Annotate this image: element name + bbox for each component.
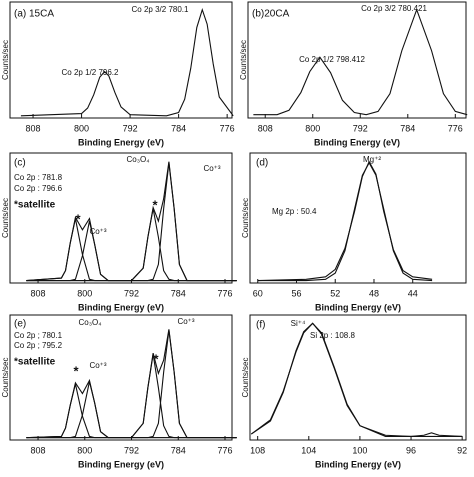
panel-label: (e) bbox=[14, 319, 26, 330]
x-axis-label: Binding Energy (eV) bbox=[315, 302, 401, 312]
spectrum-line bbox=[26, 381, 237, 439]
panel-label: (d) bbox=[256, 158, 268, 169]
plot-frame bbox=[249, 152, 467, 284]
x-tick-label: 784 bbox=[171, 288, 186, 298]
x-tick-label: 44 bbox=[408, 288, 418, 298]
spectrum-line bbox=[26, 208, 237, 282]
spectrum-line bbox=[257, 160, 433, 282]
annotation: Co⁺³ bbox=[203, 164, 220, 173]
x-axis-label: Binding Energy (eV) bbox=[78, 137, 164, 147]
x-tick-label: 60 bbox=[253, 288, 263, 298]
panel-label: (a) 15CA bbox=[14, 9, 54, 20]
annotation: Co 2p 3/2 780.1 bbox=[132, 5, 189, 14]
x-tick-label: 800 bbox=[77, 288, 92, 298]
spectrum-line bbox=[20, 7, 234, 117]
annotation: Co⁺³ bbox=[89, 227, 106, 236]
y-axis-label: Counts/sec bbox=[1, 198, 10, 238]
annotation: Co 2p ; 795.2 bbox=[14, 341, 63, 350]
x-tick-label: 792 bbox=[124, 445, 139, 455]
spectrum-line bbox=[253, 8, 468, 116]
annotation: Co₃O₄ bbox=[79, 318, 102, 327]
annotation: Mg 2p : 50.4 bbox=[272, 207, 317, 216]
spectrum-line bbox=[26, 354, 237, 439]
x-tick-label: 92 bbox=[457, 445, 467, 455]
annotation: Co₃O₄ bbox=[127, 155, 150, 164]
annotation: Co 2p ; 780.1 bbox=[14, 331, 63, 340]
x-axis-label: Binding Energy (eV) bbox=[78, 459, 164, 469]
annotation: * bbox=[75, 211, 81, 226]
annotation: Si⁺⁴ bbox=[291, 319, 306, 328]
x-tick-label: 104 bbox=[301, 445, 316, 455]
x-axis-label: Binding Energy (eV) bbox=[314, 137, 400, 147]
spectrum-line bbox=[250, 322, 463, 437]
y-axis-label: Counts/sec bbox=[241, 357, 250, 397]
annotation: * bbox=[152, 197, 158, 212]
x-tick-label: 52 bbox=[330, 288, 340, 298]
plot-frame bbox=[9, 314, 233, 441]
x-axis-label: Binding Energy (eV) bbox=[315, 459, 401, 469]
x-tick-label: 784 bbox=[400, 123, 415, 133]
panel-label: (b)20CA bbox=[252, 9, 290, 20]
x-tick-label: 808 bbox=[31, 445, 46, 455]
x-tick-label: 792 bbox=[124, 288, 139, 298]
x-axis-label: Binding Energy (eV) bbox=[78, 302, 164, 312]
annotation: * bbox=[73, 363, 79, 378]
x-tick-label: 792 bbox=[123, 123, 138, 133]
plot-frame bbox=[249, 314, 467, 441]
annotation: Co 2p 1/2 798.412 bbox=[299, 55, 365, 64]
x-tick-label: 808 bbox=[26, 123, 41, 133]
annotation: *satellite bbox=[14, 357, 56, 368]
x-tick-label: 48 bbox=[369, 288, 379, 298]
annotation: Co⁺³ bbox=[177, 317, 194, 326]
annotation: Si 2p : 108.8 bbox=[310, 331, 355, 340]
x-tick-label: 784 bbox=[171, 123, 186, 133]
x-tick-label: 792 bbox=[353, 123, 368, 133]
x-tick-label: 800 bbox=[77, 445, 92, 455]
x-tick-label: 776 bbox=[217, 288, 232, 298]
x-tick-label: 800 bbox=[74, 123, 89, 133]
plot-frame bbox=[247, 1, 467, 119]
x-tick-label: 808 bbox=[31, 288, 46, 298]
x-tick-label: 776 bbox=[220, 123, 235, 133]
plot-frame bbox=[9, 1, 233, 119]
annotation: Co 2p : 796.6 bbox=[14, 184, 63, 193]
annotation: Co 2p 3/2 780.421 bbox=[361, 4, 427, 13]
x-tick-label: 808 bbox=[258, 123, 273, 133]
annotation: *satellite bbox=[14, 200, 56, 211]
y-axis-label: Counts/sec bbox=[1, 357, 10, 397]
annotation: * bbox=[153, 351, 159, 366]
annotation: Mg⁺² bbox=[363, 155, 381, 164]
x-tick-label: 776 bbox=[217, 445, 232, 455]
spectrum-line bbox=[26, 220, 237, 282]
x-tick-label: 96 bbox=[406, 445, 416, 455]
x-tick-label: 108 bbox=[250, 445, 265, 455]
y-axis-label: Counts/sec bbox=[241, 198, 250, 238]
plot-frame bbox=[9, 152, 233, 284]
x-tick-label: 100 bbox=[352, 445, 367, 455]
annotation: Co 2p : 781.8 bbox=[14, 173, 63, 182]
y-axis-label: Counts/sec bbox=[239, 40, 248, 80]
spectrum-line bbox=[26, 383, 237, 439]
y-axis-label: Counts/sec bbox=[1, 40, 10, 80]
spectrum-line bbox=[26, 218, 237, 282]
panel-label: (f) bbox=[256, 320, 265, 331]
spectrum-line bbox=[257, 161, 433, 282]
x-tick-label: 776 bbox=[448, 123, 463, 133]
panel-label: (c) bbox=[14, 158, 26, 169]
annotation: Co⁺³ bbox=[89, 361, 106, 370]
x-tick-label: 784 bbox=[171, 445, 186, 455]
x-tick-label: 56 bbox=[291, 288, 301, 298]
x-tick-label: 800 bbox=[305, 123, 320, 133]
annotation: Co 2p 1/2 796.2 bbox=[62, 68, 119, 77]
